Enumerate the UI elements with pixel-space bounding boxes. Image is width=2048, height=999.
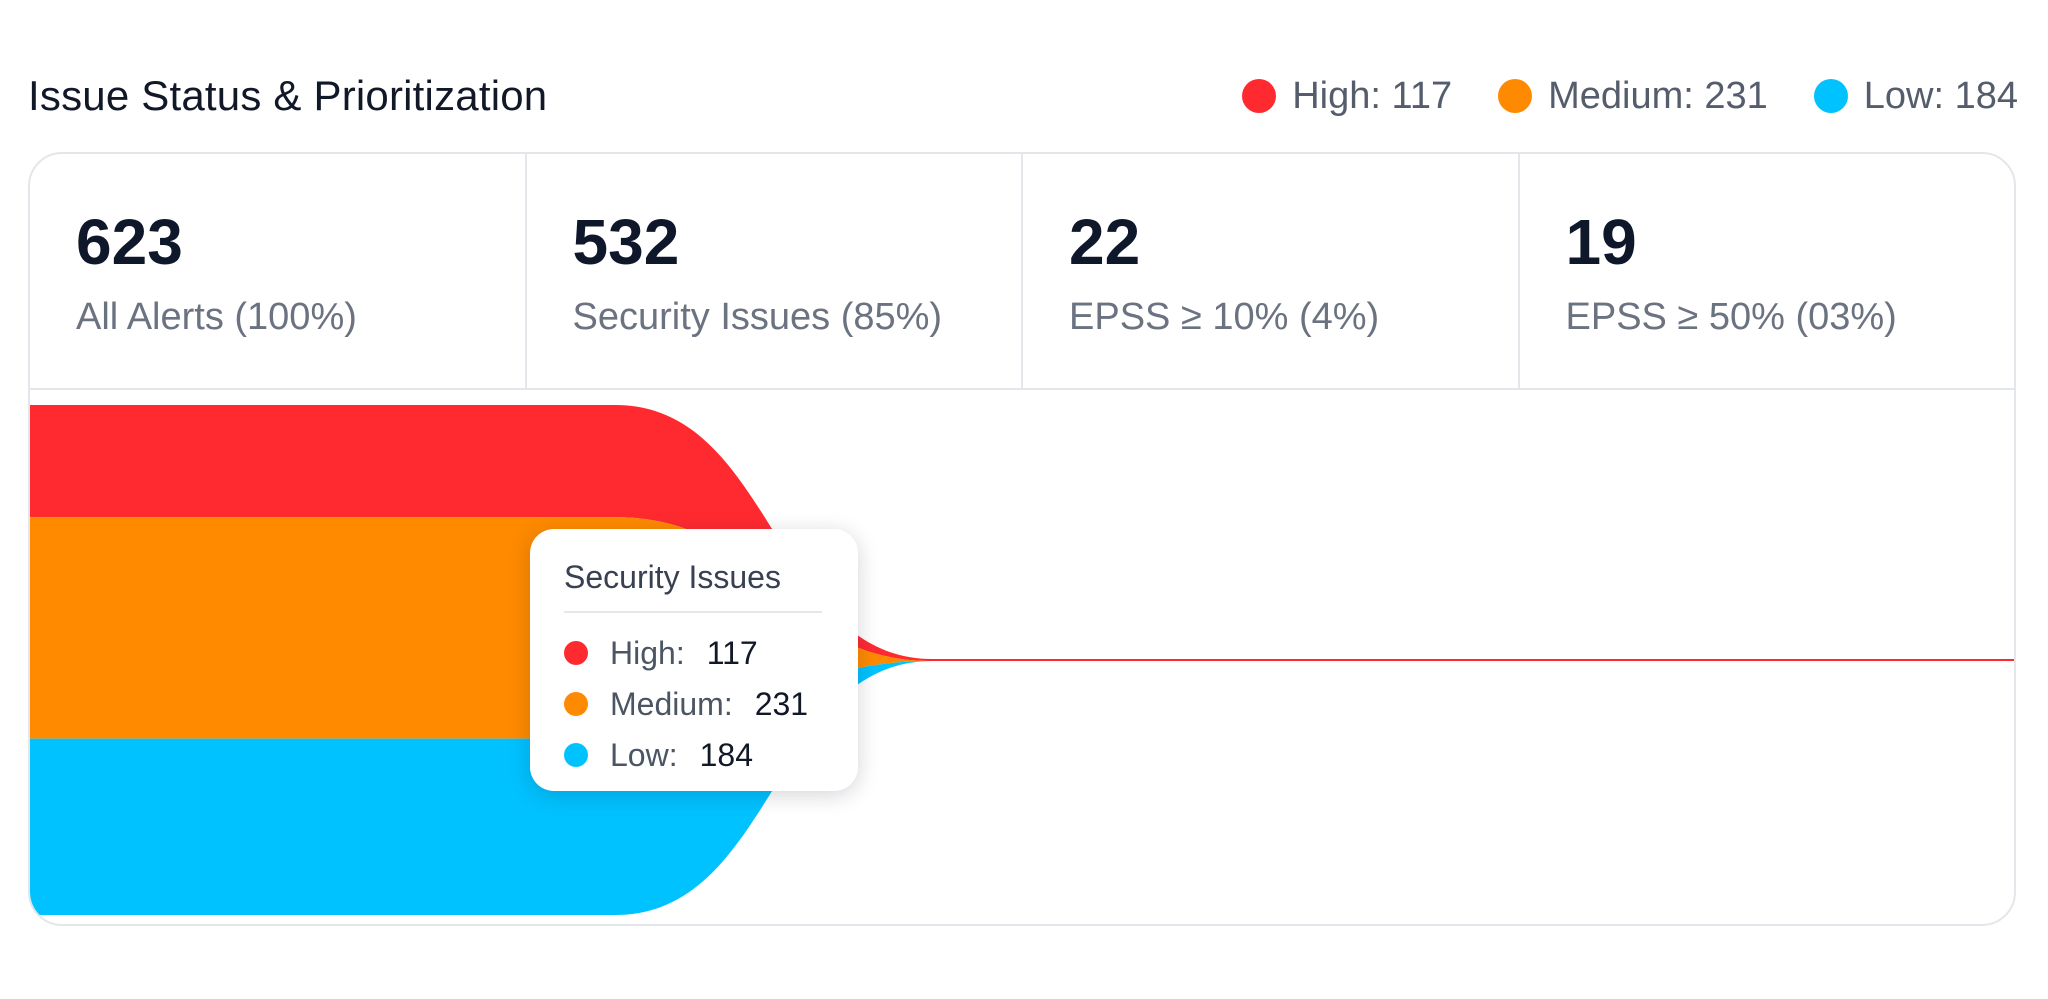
tooltip-divider: [564, 611, 822, 613]
tooltip-row-value: 231: [754, 686, 809, 722]
tooltip-row-label: High:: [610, 635, 685, 671]
stat-value: 22: [1069, 206, 1141, 278]
stat-label: All Alerts (100%): [76, 296, 357, 338]
legend-medium-label: Medium: 231: [1548, 74, 1768, 117]
stat-value: 532: [572, 206, 680, 278]
tooltip-row-low: Low: 184: [564, 735, 753, 775]
chart-tooltip: Security Issues High: 117 Medium: 231 Lo…: [530, 529, 858, 791]
funnel-chart: [30, 390, 2014, 924]
stat-label: EPSS ≥ 50% (03%): [1565, 296, 1897, 338]
tooltip-high-dot-icon: [564, 641, 588, 665]
tooltip-row-label: Low:: [610, 737, 678, 773]
stats-row: 623 All Alerts (100%) 532 Security Issue…: [30, 154, 2014, 390]
legend-high-label: High: 117: [1292, 74, 1453, 117]
stat-epss-50[interactable]: 19 EPSS ≥ 50% (03%): [1520, 154, 2015, 388]
legend-item-high[interactable]: High: 117: [1242, 75, 1452, 118]
funnel-band-low[interactable]: [30, 660, 2014, 915]
stat-label: Security Issues (85%): [572, 296, 943, 338]
legend-item-low[interactable]: Low: 184: [1813, 74, 2018, 118]
funnel-band-high[interactable]: [30, 405, 2014, 661]
legend-low-dot-icon: [1813, 79, 1848, 113]
tooltip-row-value: 184: [699, 737, 753, 773]
funnel-card: 623 All Alerts (100%) 532 Security Issue…: [28, 152, 2016, 926]
tooltip-row-value: 117: [706, 635, 758, 671]
legend-low-label: Low: 184: [1863, 74, 2018, 117]
funnel-chart-svg: [30, 405, 2014, 915]
tooltip-row-label: Medium:: [610, 686, 733, 722]
legend-high-dot-icon: [1242, 79, 1277, 113]
funnel-band-medium[interactable]: [30, 517, 2014, 739]
chart-legend: High: 117 Medium: 231 Low: 184: [1242, 66, 2018, 126]
tooltip-medium-dot-icon: [564, 692, 588, 716]
stat-all-alerts[interactable]: 623 All Alerts (100%): [30, 154, 527, 388]
tooltip-row-high: High: 117: [564, 633, 758, 673]
stat-epss-10[interactable]: 22 EPSS ≥ 10% (4%): [1023, 154, 1520, 388]
legend-item-medium[interactable]: Medium: 231: [1498, 75, 1768, 118]
stat-label: EPSS ≥ 10% (4%): [1069, 296, 1380, 338]
stat-security-issues[interactable]: 532 Security Issues (85%): [527, 154, 1023, 388]
tooltip-row-medium: Medium: 231: [564, 684, 808, 724]
page-title: Issue Status & Prioritization: [28, 72, 548, 119]
legend-medium-dot-icon: [1498, 79, 1533, 113]
tooltip-low-dot-icon: [564, 743, 588, 767]
stat-value: 623: [76, 206, 183, 278]
tooltip-title: Security Issues: [564, 559, 781, 595]
stat-value: 19: [1565, 206, 1637, 278]
